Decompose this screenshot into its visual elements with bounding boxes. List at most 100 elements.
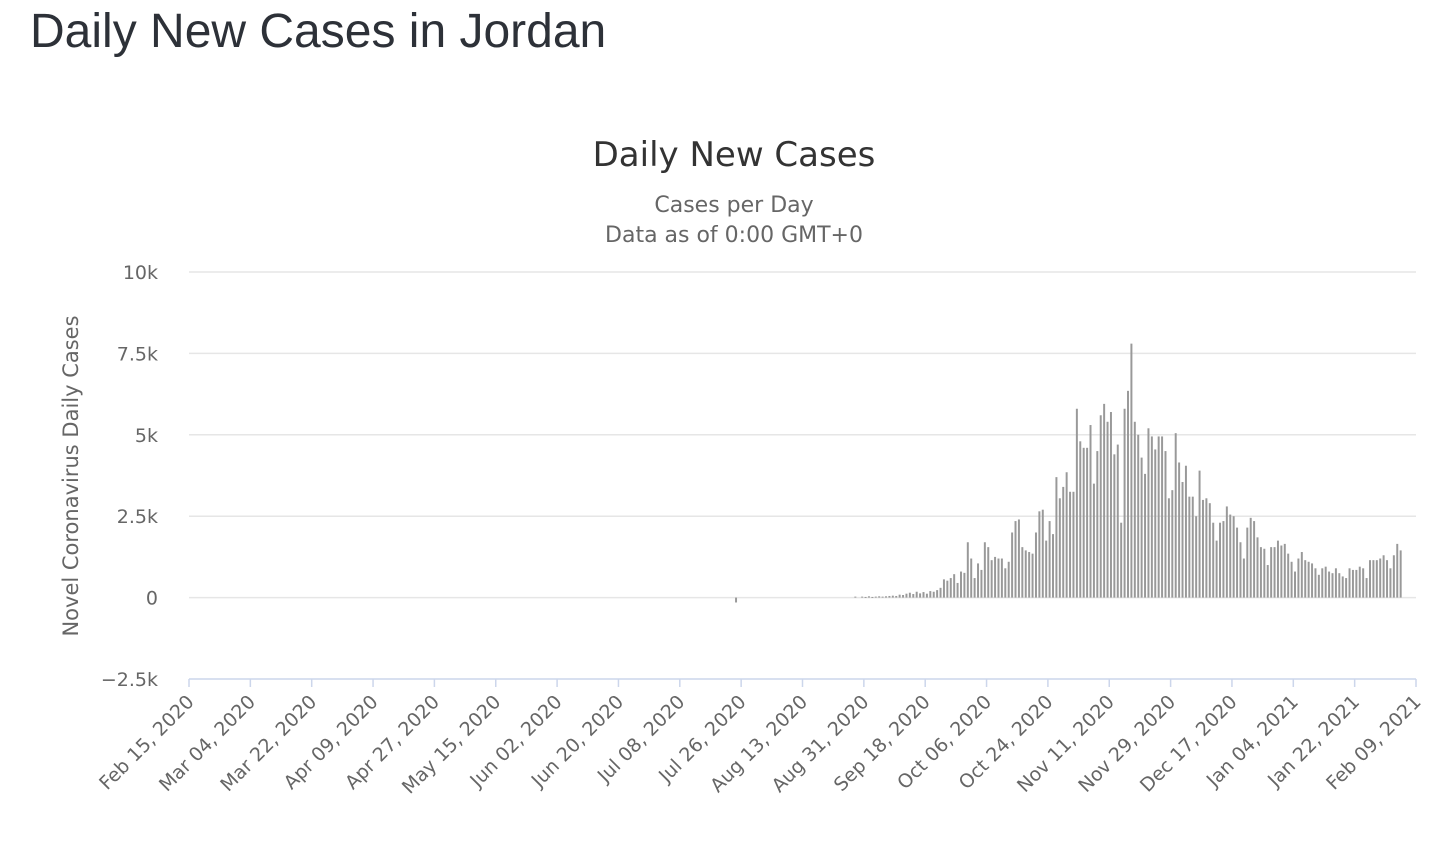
bar	[1328, 571, 1331, 598]
bar	[1382, 555, 1385, 598]
bar	[1007, 561, 1010, 598]
bar	[973, 578, 976, 598]
bar	[1000, 558, 1003, 598]
bar	[1188, 496, 1191, 598]
bar	[1099, 415, 1102, 598]
bar	[1133, 421, 1136, 598]
bar	[1311, 563, 1314, 598]
bar	[1212, 522, 1215, 598]
bar	[929, 591, 932, 598]
bar	[1174, 433, 1177, 598]
bar	[919, 593, 922, 598]
bar	[1369, 560, 1371, 598]
bar	[1055, 477, 1058, 598]
bar	[1338, 573, 1341, 598]
bar	[1294, 571, 1296, 598]
bar	[1184, 465, 1187, 598]
bar	[1236, 527, 1239, 598]
bar	[922, 592, 925, 598]
bar	[1021, 547, 1024, 598]
bar	[912, 594, 915, 598]
bar	[1123, 408, 1126, 598]
bar	[1113, 454, 1116, 598]
bar	[1297, 558, 1300, 598]
bar	[1164, 451, 1167, 598]
bar	[1065, 472, 1068, 598]
bar	[939, 587, 942, 598]
bar	[1331, 573, 1334, 598]
bar	[980, 569, 983, 598]
bar	[1045, 540, 1048, 598]
bar	[881, 596, 884, 598]
bar	[953, 574, 956, 598]
bar	[908, 592, 911, 598]
bar	[1034, 532, 1037, 598]
bar	[902, 595, 905, 598]
bar	[1031, 553, 1034, 598]
bar	[1253, 521, 1256, 598]
bar	[1103, 403, 1106, 598]
bar	[1379, 558, 1382, 598]
bar	[885, 596, 887, 598]
bar	[997, 558, 1000, 598]
bar	[1092, 483, 1095, 598]
bar	[895, 595, 898, 598]
y-gridlines	[189, 271, 1416, 599]
bar	[888, 595, 891, 598]
bar	[874, 596, 877, 598]
y-tick-label: 7.5k	[117, 343, 158, 365]
bar	[1140, 457, 1143, 598]
bar	[1017, 519, 1020, 598]
bar	[963, 572, 966, 598]
bar	[871, 596, 874, 598]
bar	[1392, 555, 1395, 598]
bar	[1290, 561, 1293, 598]
bar	[1266, 565, 1269, 598]
chart-subtitle-line-2: Data as of 0:00 GMT+0	[605, 223, 863, 248]
bar	[898, 594, 901, 598]
y-tick-labels: −2.5k 0 2.5k 5k 7.5k 10k	[101, 262, 158, 691]
bar	[1256, 537, 1259, 598]
bar	[854, 596, 857, 598]
bar	[1246, 527, 1249, 598]
bar	[1014, 521, 1017, 598]
y-tick-label: 5k	[135, 425, 158, 447]
bar	[1154, 449, 1157, 598]
bar	[878, 596, 881, 598]
chart-title: Daily New Cases	[593, 135, 876, 175]
bar	[1242, 558, 1245, 598]
bar	[1304, 560, 1307, 598]
bar	[1396, 543, 1399, 598]
bar	[936, 590, 939, 598]
bar	[942, 579, 945, 598]
bar	[1232, 516, 1235, 598]
bar	[905, 593, 908, 598]
bar	[1201, 499, 1204, 598]
bar	[1386, 560, 1389, 598]
bar	[1351, 569, 1354, 598]
bar	[990, 560, 993, 598]
bar	[1283, 543, 1286, 598]
bar	[1263, 548, 1266, 598]
y-axis-label: Novel Coronavirus Daily Cases	[59, 315, 83, 636]
bar	[1249, 517, 1252, 598]
bar	[949, 578, 952, 598]
bar	[1362, 568, 1365, 598]
bar	[1205, 498, 1208, 598]
bar	[1041, 509, 1044, 598]
bar	[1161, 436, 1164, 598]
bar	[867, 596, 870, 598]
bar	[966, 542, 969, 598]
bar	[1086, 447, 1089, 598]
bar	[1181, 482, 1184, 598]
bar	[1273, 547, 1276, 598]
bar	[915, 591, 918, 598]
bar	[1276, 540, 1279, 598]
bar	[1052, 534, 1054, 598]
bar	[1215, 540, 1218, 598]
bar	[1147, 428, 1150, 598]
bar	[977, 563, 980, 598]
bar	[1270, 547, 1273, 598]
